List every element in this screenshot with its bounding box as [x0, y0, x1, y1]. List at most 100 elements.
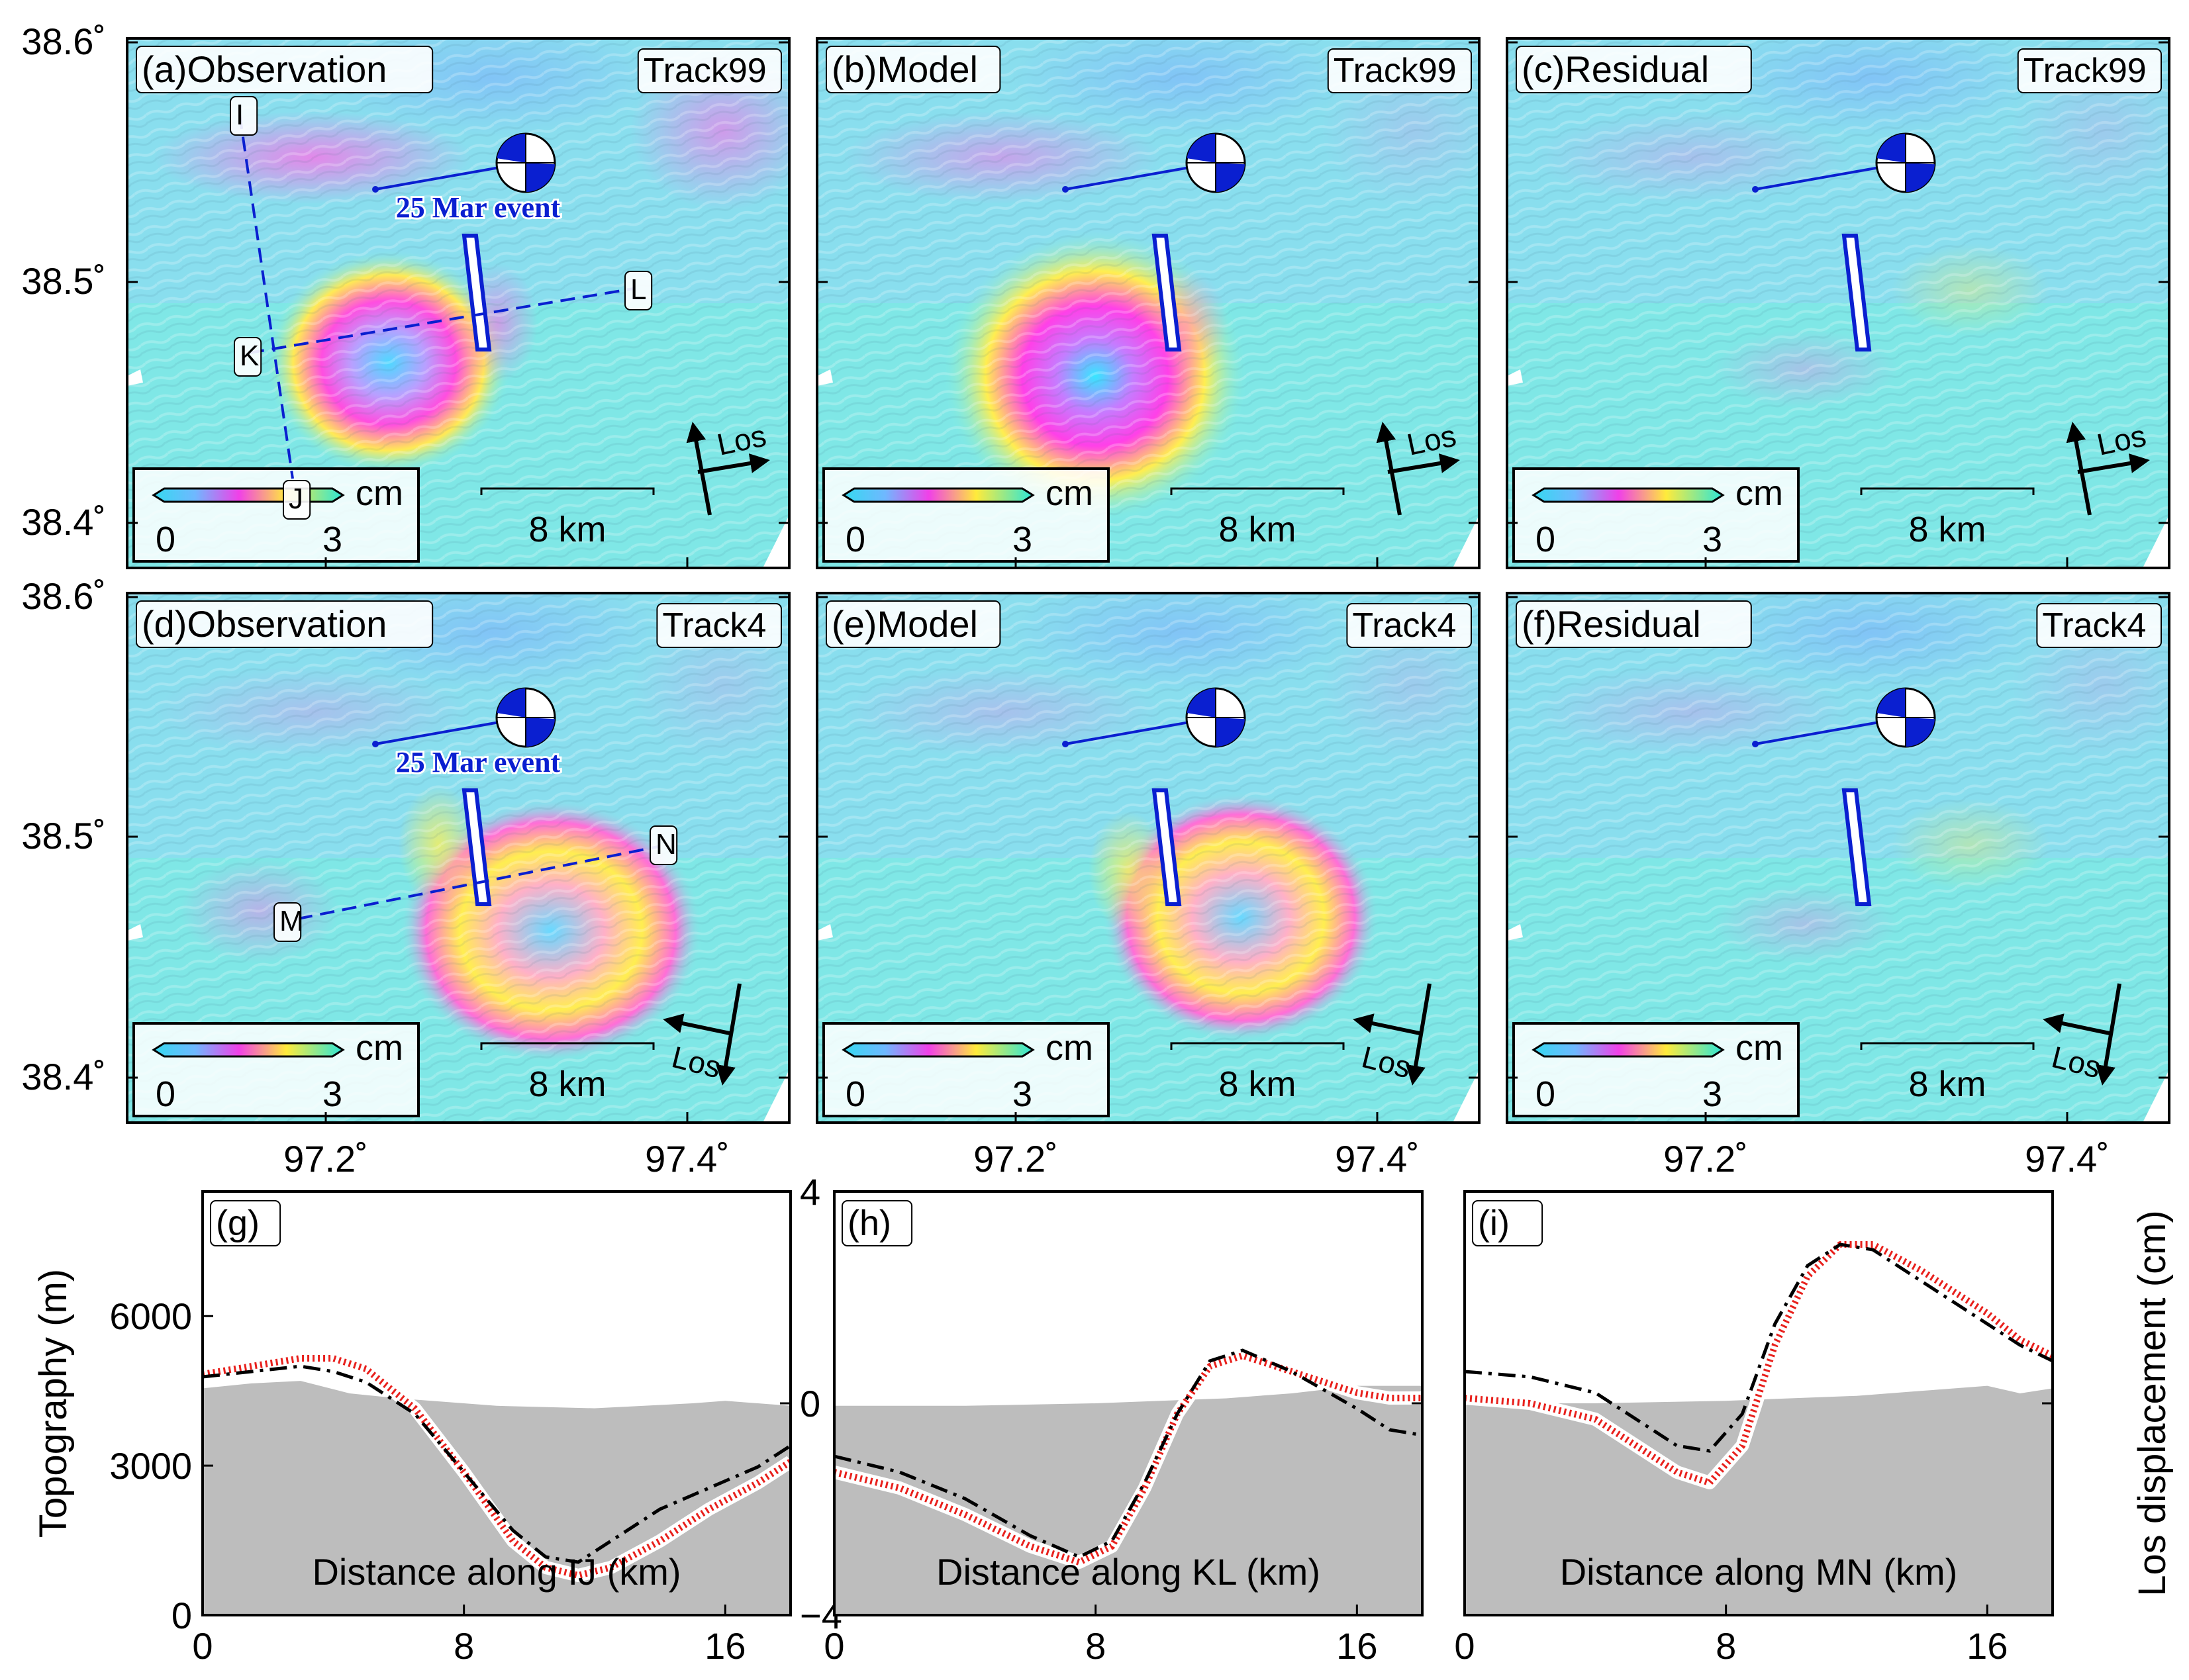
- colorbar: [152, 487, 345, 503]
- fault-trace: [1151, 234, 1182, 351]
- panel-frame: [126, 592, 791, 1124]
- panel-label: (a)Observation: [142, 48, 387, 90]
- fault-trace: [462, 788, 492, 906]
- model-line: [1464, 1241, 2055, 1486]
- track-label-box: Track4: [2036, 603, 2163, 648]
- x-tick-label: 16: [1967, 1625, 2008, 1667]
- track-label-box: Track99: [637, 48, 782, 93]
- track-label: Track4: [662, 606, 766, 645]
- model-line: [833, 1352, 1422, 1565]
- profile-point-n: N: [650, 825, 678, 865]
- panel-label-box: (f)Residual: [1516, 600, 1752, 648]
- panel-frame: [1506, 592, 2170, 1124]
- lat-tick-label: 38.4˚: [21, 501, 106, 543]
- los-arrow-icon: [2043, 1013, 2110, 1035]
- colorbar-box: [132, 467, 420, 563]
- lon-tick-label: 97.4˚: [1335, 1138, 1420, 1180]
- chart-panel-label-text: (h): [848, 1203, 891, 1243]
- profile-point-j: J: [283, 480, 311, 520]
- track-label: Track99: [644, 52, 767, 90]
- colorbar-legend: cm 0 3: [132, 467, 420, 563]
- colorbar-legend: cm 0 3: [822, 1022, 1110, 1117]
- colorbar-legend: cm 0 3: [1512, 1022, 1800, 1117]
- colorbar: [152, 1042, 345, 1058]
- colorbar-max: 3: [1012, 1074, 1032, 1114]
- colorbar-max: 3: [322, 520, 342, 559]
- colorbar-max: 3: [322, 1074, 342, 1114]
- lon-tick-label: 97.4˚: [2025, 1138, 2110, 1180]
- track-label: Track99: [2023, 52, 2147, 90]
- epicenter-dot: [1062, 741, 1069, 747]
- colorbar-unit: cm: [356, 1028, 403, 1068]
- scale-bar: 8 km: [1170, 487, 1345, 549]
- track-label-box: Track99: [1327, 48, 1472, 93]
- colorbar-box: [132, 1022, 420, 1117]
- colorbar-max: 3: [1012, 520, 1032, 559]
- event-marker: 25 Mar event: [372, 687, 563, 780]
- colorbar-unit: cm: [1046, 473, 1093, 513]
- epicenter-dot: [372, 186, 379, 193]
- colorbar-min: 0: [846, 1074, 865, 1114]
- los-arrow-icon: [697, 453, 770, 474]
- map-panel: (a)Observation Track99 25 Mar event cm 0 3 8 k…: [126, 37, 791, 569]
- colorbar-box: [822, 467, 1110, 563]
- colorbar-box: [1512, 467, 1800, 563]
- event-marker: [1062, 132, 1246, 193]
- topography-area: [1465, 1385, 2053, 1615]
- x-tick-label: 16: [1336, 1625, 1377, 1667]
- profile-point-k: K: [234, 337, 262, 377]
- track-label-box: Track99: [2017, 48, 2162, 93]
- track-label-box: Track4: [1346, 603, 1473, 648]
- scale-bar: 8 km: [480, 1042, 655, 1104]
- colorbar-legend: cm 0 3: [822, 467, 1110, 563]
- fault-trace: [1151, 788, 1182, 906]
- event-marker: [1752, 687, 1936, 748]
- colorbar-min: 0: [1535, 1074, 1555, 1114]
- profile-chart: (h) Distance along KL (km) 0 8 16: [824, 1190, 1424, 1667]
- chart-panel-label: (h): [842, 1200, 913, 1246]
- epicenter-dot: [372, 741, 379, 747]
- lat-tick-label: 38.5˚: [21, 815, 106, 857]
- profile-point-label: I: [236, 99, 244, 131]
- panel-label-box: (d)Observation: [136, 600, 434, 648]
- track-label: Track4: [1352, 606, 1456, 645]
- profile-chart: (i) Distance along MN (km) 0 8 16: [1454, 1190, 2056, 1667]
- profile-point-label: J: [289, 483, 303, 515]
- topography-area: [834, 1385, 1422, 1615]
- x-axis-label: Distance along IJ (km): [312, 1551, 681, 1593]
- observation-line: [202, 1364, 792, 1564]
- colorbar-max: 3: [1702, 1074, 1722, 1114]
- profile-point-l: L: [624, 271, 653, 310]
- los-arrow-icon: [663, 1013, 730, 1035]
- profile-point-i: I: [230, 96, 258, 136]
- panel-frame: [1506, 37, 2170, 569]
- colorbar-box: [822, 1022, 1110, 1117]
- x-tick-label: 0: [824, 1625, 844, 1667]
- colorbar: [1532, 487, 1725, 503]
- scale-bar: 8 km: [480, 487, 655, 549]
- lon-tick-label: 97.4˚: [645, 1138, 730, 1180]
- profile-point-label: M: [279, 905, 304, 937]
- scale-label: 8 km: [1908, 510, 1986, 549]
- panel-label-box: (a)Observation: [136, 46, 434, 93]
- colorbar-unit: cm: [1046, 1028, 1093, 1068]
- scale-bar: 8 km: [1860, 1042, 2035, 1104]
- event-label: 25 Mar event: [396, 191, 561, 224]
- y-tick-label: 3000: [109, 1445, 192, 1487]
- panel-frame: [126, 37, 791, 569]
- scale-label: 8 km: [1218, 510, 1296, 549]
- lat-tick-label: 38.6˚: [21, 21, 106, 62]
- colorbar-min: 0: [156, 520, 175, 559]
- los-arrow-icon: [1387, 453, 1460, 474]
- colorbar-min: 0: [156, 1074, 175, 1114]
- fault-trace: [1841, 234, 1872, 351]
- lon-tick-label: 97.2˚: [1663, 1138, 1748, 1180]
- scale-bar: 8 km: [1170, 1042, 1345, 1104]
- panel-label: (f)Residual: [1522, 603, 1701, 645]
- event-label: 25 Mar event: [396, 746, 561, 778]
- panel-label: (e)Model: [832, 603, 978, 645]
